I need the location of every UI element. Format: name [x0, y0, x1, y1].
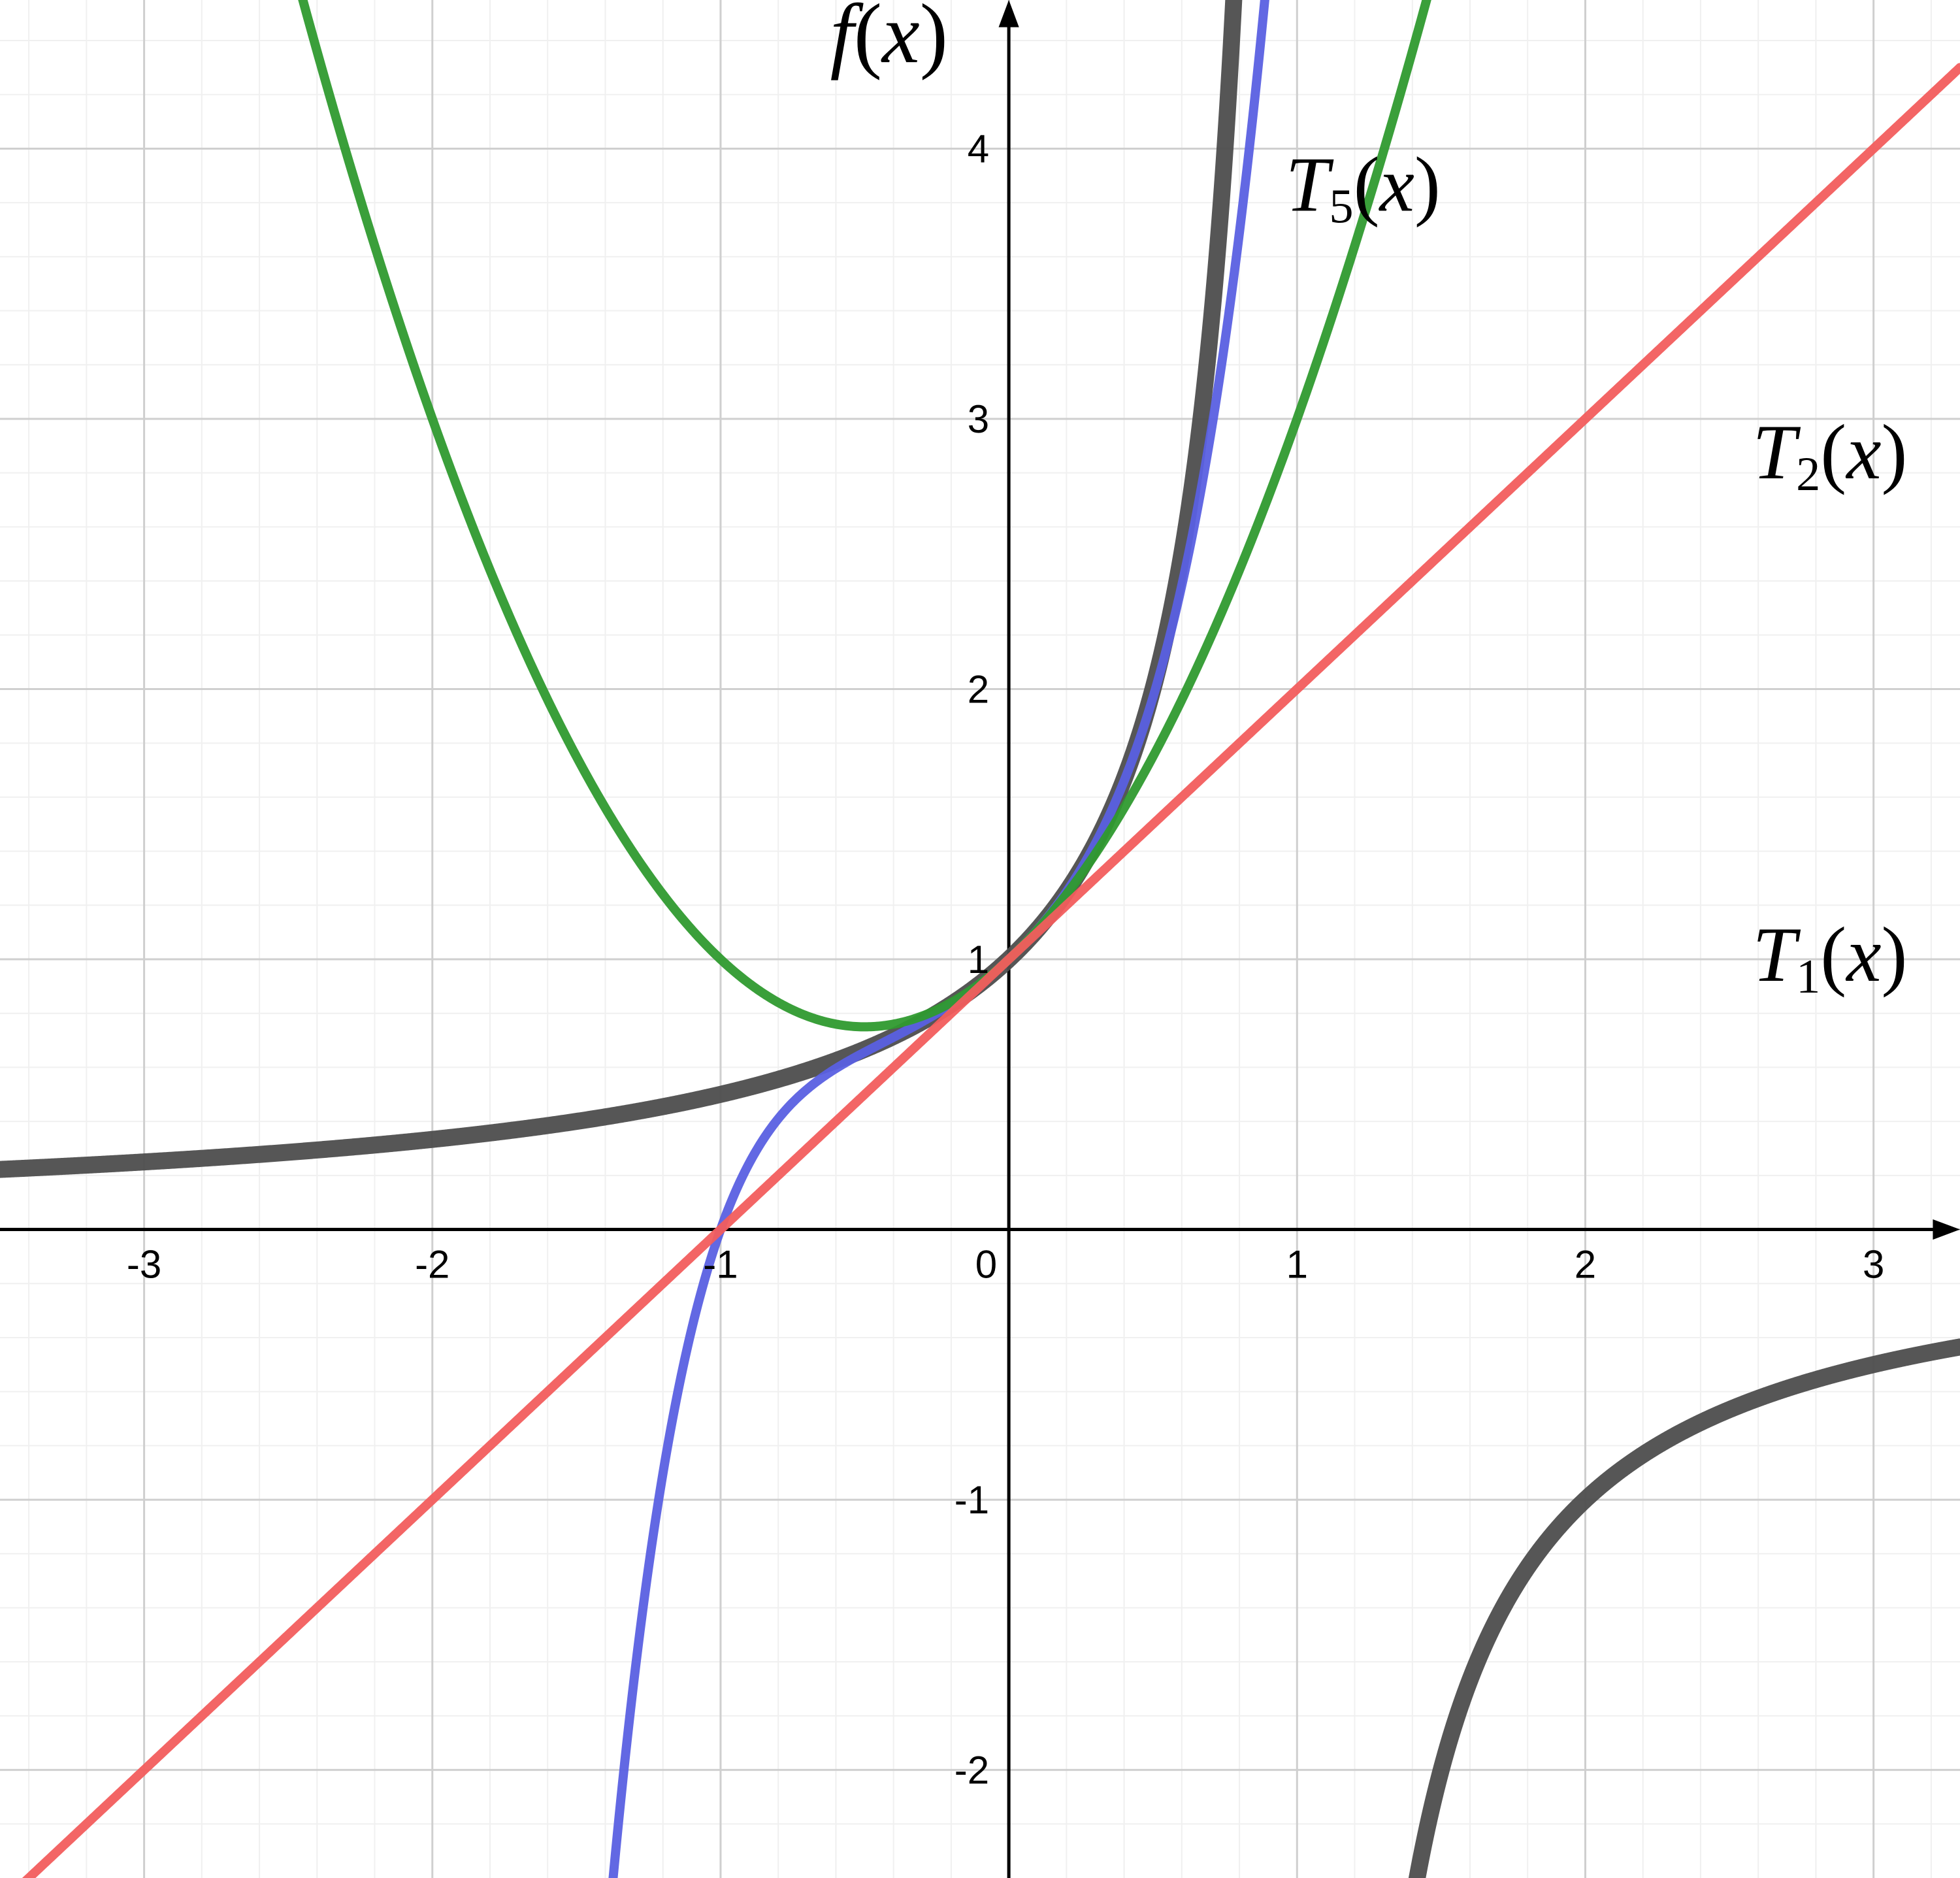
series-label: f(x): [830, 0, 948, 81]
series-label: T1(x): [1752, 911, 1907, 1004]
x-tick-label: -3: [127, 1243, 161, 1287]
x-tick-label: 2: [1575, 1243, 1596, 1287]
y-tick-label: 1: [968, 938, 989, 981]
y-tick-label: 4: [968, 127, 989, 171]
x-tick-label: 1: [1286, 1243, 1308, 1287]
y-tick-label: -1: [955, 1478, 989, 1522]
y-tick-label: 2: [968, 667, 989, 711]
series-label: T5(x): [1286, 141, 1441, 234]
x-tick-label: 0: [975, 1243, 997, 1287]
taylor-chart: -3 -2 -1 0 1 2 3 -2 -1 1 2 3 4 f(x) T5(x) T2(x) T1(x): [0, 0, 1960, 1878]
x-tick-label: -1: [703, 1243, 738, 1287]
y-tick-label: 3: [968, 397, 989, 441]
x-tick-label: 3: [1863, 1243, 1884, 1287]
x-tick-label: -2: [415, 1243, 449, 1287]
y-tick-label: -2: [955, 1749, 989, 1792]
series-label: T2(x): [1752, 408, 1907, 501]
chart-container: -3 -2 -1 0 1 2 3 -2 -1 1 2 3 4 f(x) T5(x) T2(x) T1(x): [0, 0, 1960, 1878]
